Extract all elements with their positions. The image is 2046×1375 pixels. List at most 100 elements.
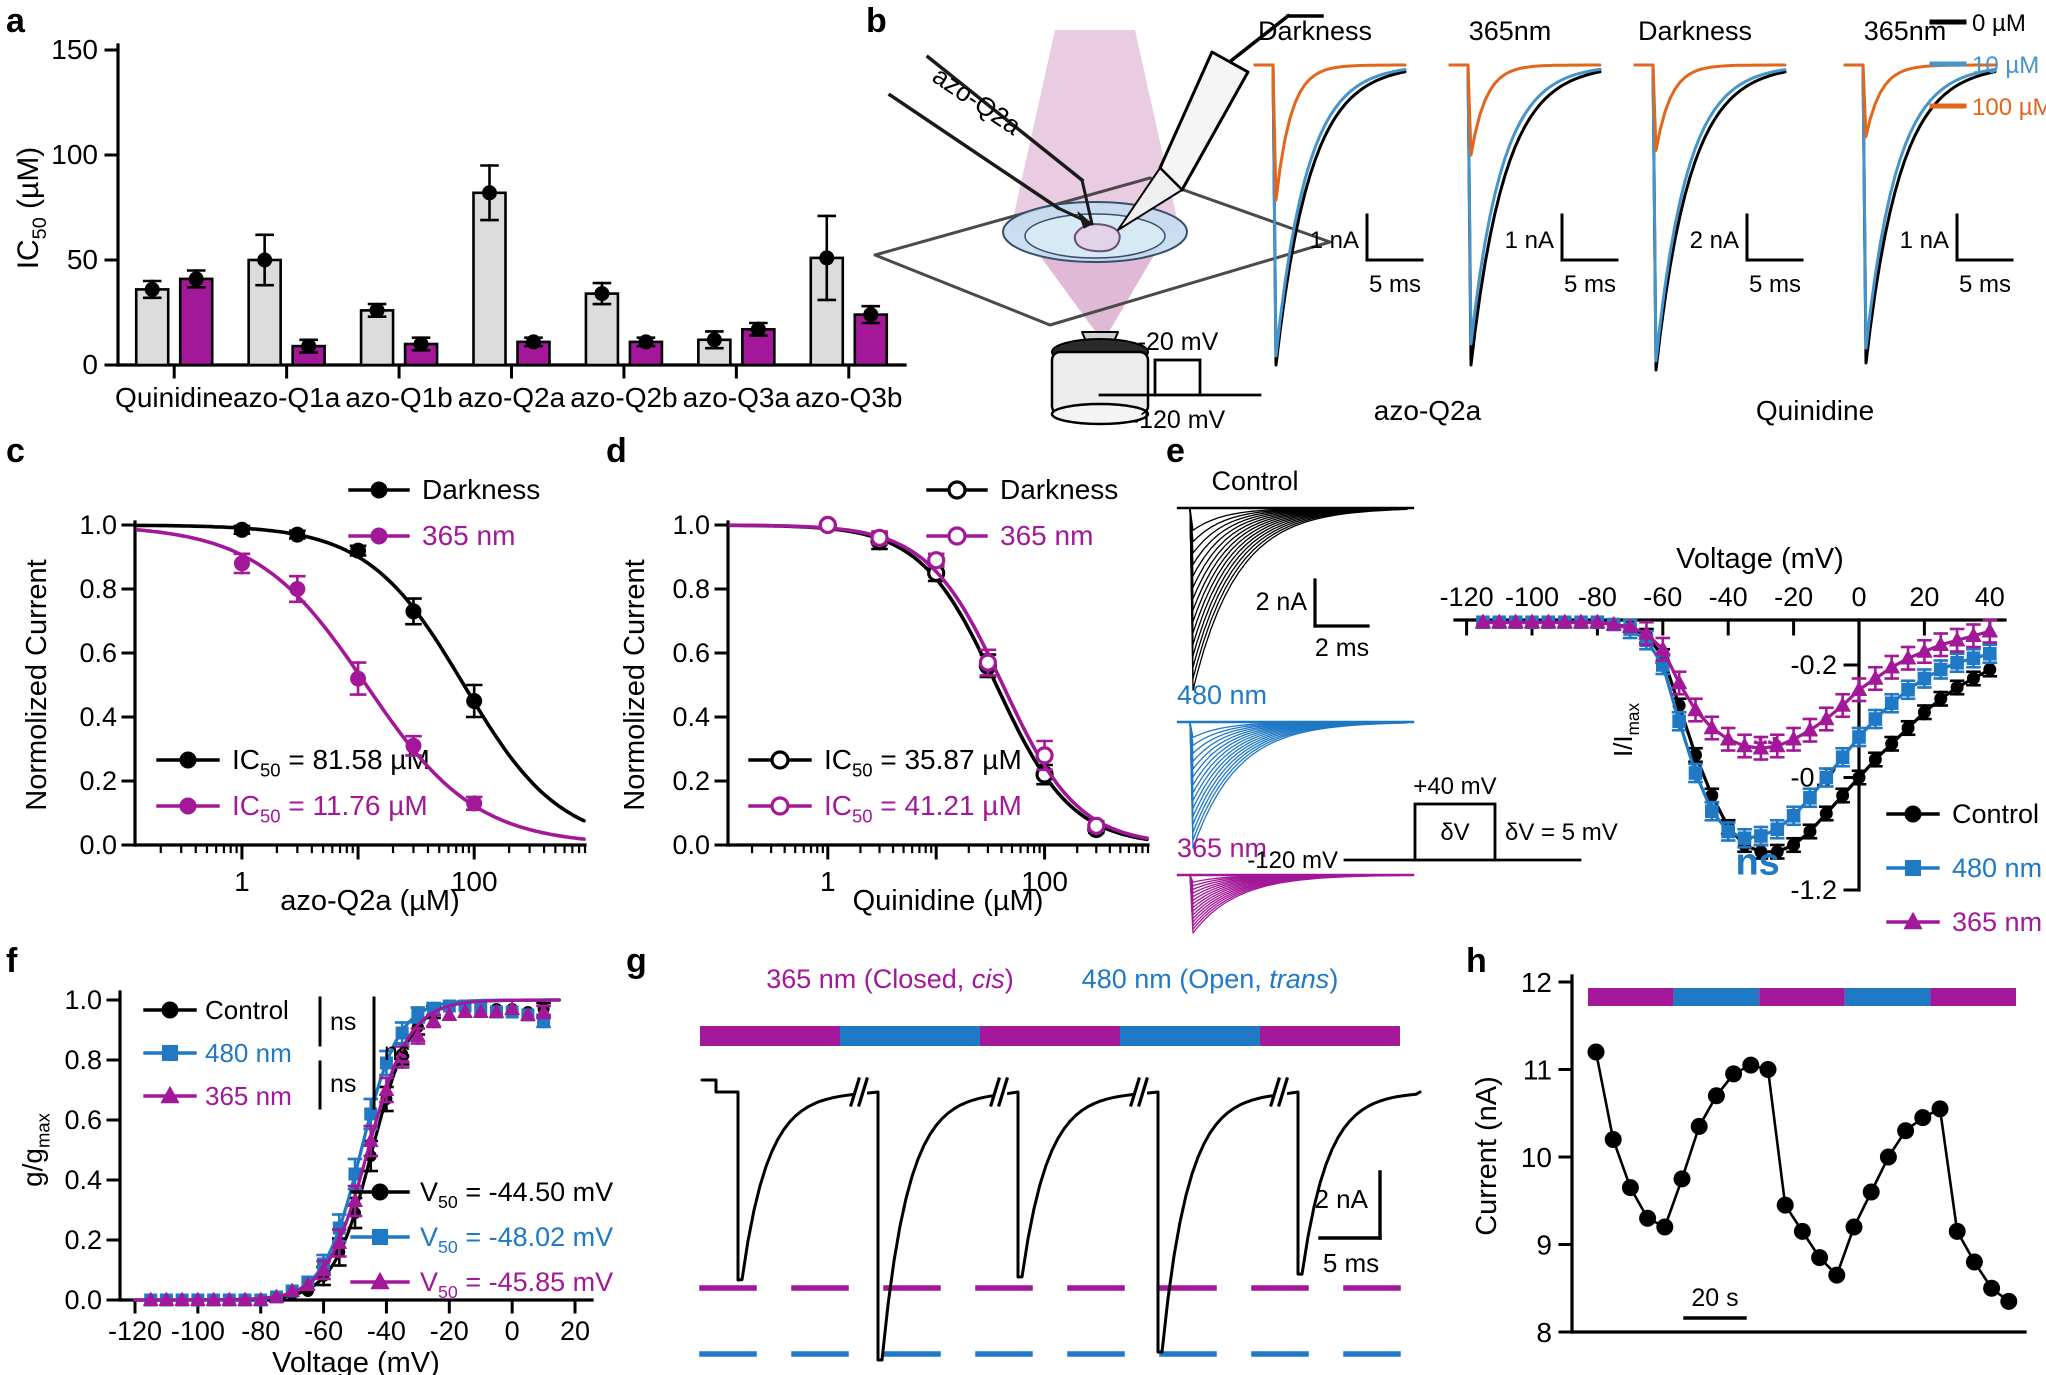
- protocol-step: [1153, 358, 1202, 397]
- light-bar-segment: [840, 1026, 980, 1046]
- y-tick-label: 0.4: [64, 1165, 102, 1195]
- marker-triangle: [1622, 618, 1639, 634]
- marker-square: [1905, 860, 1921, 876]
- panel-a-label: a: [6, 2, 25, 40]
- marker-triangle: [1981, 622, 1998, 638]
- data-point: [1879, 1148, 1897, 1166]
- y-tick-label: 0.4: [79, 702, 117, 732]
- y-tick-label: 50: [67, 244, 98, 275]
- marker-triangle: [1703, 719, 1720, 735]
- family-label: 480 nm: [1177, 680, 1267, 710]
- v50-label: V50 = -45.85 mV: [420, 1267, 613, 1302]
- marker-square: [1835, 750, 1850, 765]
- x-tick-label: 100: [451, 866, 498, 897]
- y-tick-label: 0.6: [64, 1105, 102, 1135]
- tspan: ): [1329, 964, 1338, 994]
- bar-Darkness: [247, 258, 282, 367]
- light-bar-segment: [1260, 1026, 1400, 1046]
- fit-curve-Control: [133, 998, 561, 1302]
- marker-triangle: [1605, 616, 1622, 631]
- data-point: [1811, 1249, 1829, 1267]
- ic50-label: IC50 = 35.87 µM: [824, 744, 1022, 780]
- tspan: 50: [438, 1282, 458, 1302]
- marker-triangle: [1932, 636, 1949, 652]
- break-mark: [1269, 1077, 1281, 1107]
- cell: [1073, 223, 1121, 253]
- y-axis-label: Current (nA): [1471, 1076, 1503, 1236]
- legend-label: 480 nm: [205, 1038, 292, 1068]
- iv-title: Voltage (mV): [1676, 543, 1844, 575]
- bar-mean-marker: [257, 252, 273, 268]
- x-category-label: azo-Q1a: [233, 382, 341, 413]
- y-tick-label: 0.8: [64, 1045, 102, 1075]
- marker-circle: [466, 795, 483, 812]
- marker-circle: [179, 797, 197, 815]
- y-tick-label: 0.6: [672, 638, 710, 668]
- marker-triangle: [190, 1292, 206, 1307]
- marker-triangle: [394, 1049, 410, 1064]
- y-tick-label: 0.2: [64, 1225, 102, 1255]
- marker-square: [1983, 646, 1997, 661]
- fit-curve-480 nm: [133, 998, 561, 1302]
- current-trace: [1253, 63, 1407, 367]
- marker-triangle: [160, 1086, 180, 1104]
- y-tick-label: 0.2: [672, 766, 710, 796]
- bar-Darkness: [134, 288, 170, 367]
- marker-square: [411, 1008, 425, 1022]
- current-trace: [1253, 63, 1407, 202]
- objective-base: [1050, 402, 1150, 426]
- tspan: max: [1623, 703, 1643, 736]
- marker-triangle: [1654, 640, 1671, 656]
- light-bar-segment: [1930, 988, 2016, 1006]
- bar-Darkness: [472, 191, 507, 367]
- break-mark: [1277, 1077, 1289, 1107]
- marker-square: [1901, 682, 1915, 697]
- data-point: [1690, 1117, 1708, 1135]
- tspan: 50: [260, 759, 281, 780]
- x-category-label: azo-Q3a: [683, 382, 791, 413]
- light-bar-segment: [700, 1026, 840, 1046]
- marker-triangle: [363, 1133, 379, 1148]
- marker-circle: [350, 670, 367, 687]
- panel-c: c 0.0 0.2 0.4 0.6 0.8 1.0 1 100 azo-Q2a (µM) Norm…: [0, 430, 620, 940]
- tspan: = 35.87 µM: [873, 744, 1022, 775]
- tspan: 50: [438, 1237, 458, 1257]
- y-axis-label: Normolized Current: [21, 559, 53, 810]
- ic50-label: IC50 = 41.21 µM: [824, 790, 1022, 826]
- fit-curve-365 nm: [728, 523, 1149, 840]
- marker-circle: [1868, 753, 1882, 766]
- tspan: = 81.58 µM: [281, 744, 430, 775]
- y-axis-label: Normolized Current: [619, 559, 651, 810]
- data-point: [1707, 1087, 1725, 1105]
- timecourse-line: [1594, 1050, 2011, 1303]
- break-mark: [1137, 1077, 1149, 1107]
- data-point: [1639, 1209, 1657, 1227]
- marker-circle: [870, 528, 889, 547]
- bar-mean-marker: [750, 321, 766, 337]
- x-tick-label: -120: [108, 1316, 162, 1346]
- marker-square: [395, 1026, 409, 1040]
- tspan: ): [1005, 964, 1014, 994]
- bar-mean-marker: [369, 302, 385, 318]
- iv-legend-label: 365 nm: [1952, 907, 2042, 937]
- marker-circle: [1917, 705, 1931, 719]
- panel-b-label: b: [866, 2, 887, 40]
- marker-triangle: [1474, 613, 1491, 629]
- marker-circle: [233, 555, 250, 572]
- marker-square: [1672, 714, 1686, 729]
- x-axis-label: Voltage (mV): [272, 1347, 440, 1375]
- data-point: [1742, 1056, 1760, 1074]
- data-point: [1828, 1266, 1846, 1284]
- marker-triangle: [378, 1082, 395, 1097]
- panel-d: d 0.0 0.2 0.4 0.6 0.8 1.0 1 100 Quinidine (µM) No…: [600, 430, 1180, 940]
- tspan: = -48.02 mV: [458, 1222, 613, 1252]
- marker-triangle: [504, 1001, 520, 1016]
- marker-triangle: [1720, 730, 1737, 746]
- light-bar-segment: [980, 1026, 1120, 1046]
- bar-mean-marker: [594, 286, 610, 302]
- current-trace: [1633, 63, 1787, 372]
- title-480: 480 nm (Open, trans): [1082, 964, 1339, 994]
- panel-f-chart: -120 -100 -80 -60 -40 -20 0 20 0.0 0.2 0.4 0.6 0.8 1.…: [17, 985, 613, 1375]
- current-trace: [1843, 63, 1997, 365]
